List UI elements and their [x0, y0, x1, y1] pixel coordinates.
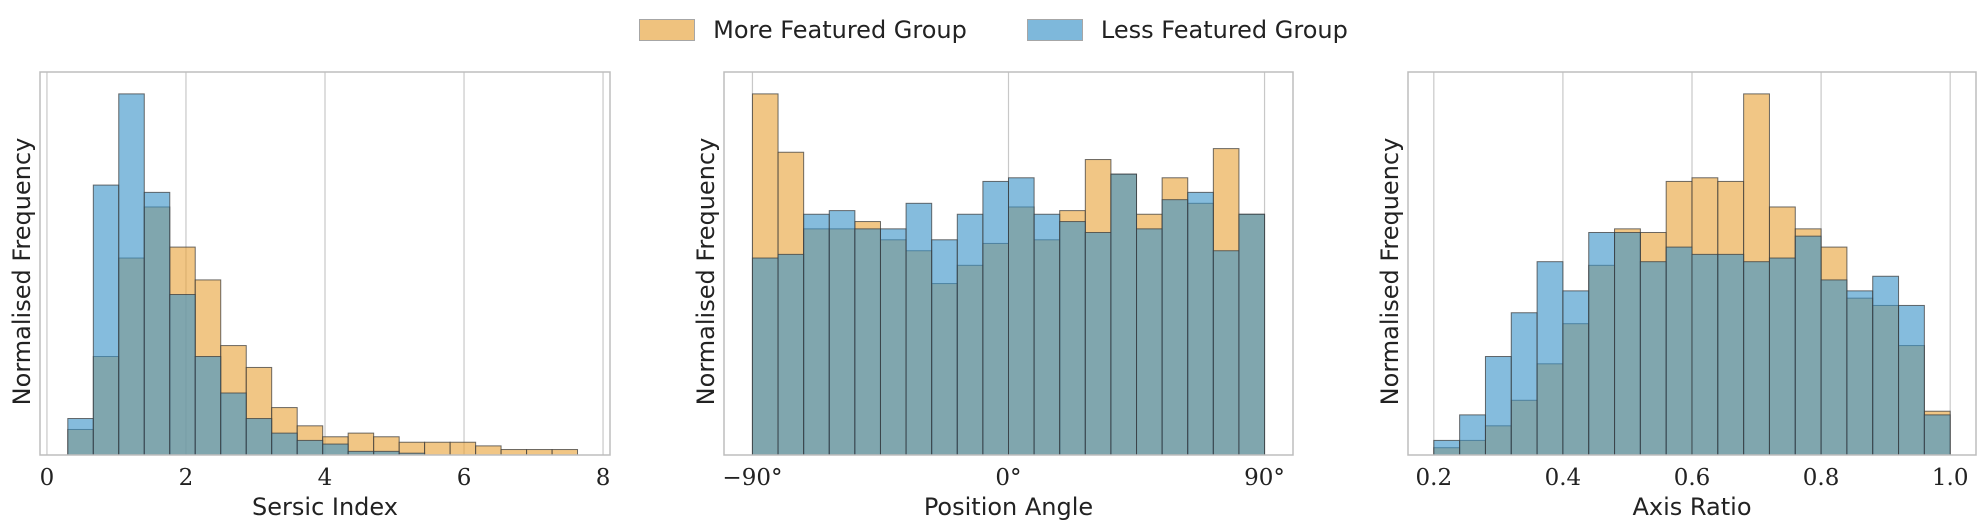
x-tick-label: 1.0: [1932, 465, 1969, 491]
x-tick-label: 6: [457, 465, 472, 491]
bar-less-featured: [879, 228, 907, 456]
x-tick-label: 0.6: [1674, 465, 1711, 491]
bar-less-featured: [1033, 213, 1061, 456]
bar-less-featured: [931, 239, 958, 456]
bar-less-featured: [1923, 414, 1951, 456]
bar-less-featured: [1212, 250, 1240, 456]
x-axis-label: Axis Ratio: [1632, 493, 1751, 521]
bar-less-featured: [1820, 279, 1848, 456]
y-axis-label: Normalised Frequency: [8, 138, 36, 406]
bar-more-featured: [449, 441, 477, 456]
bar-less-featured: [1059, 221, 1086, 456]
x-tick-label: −90°: [722, 465, 782, 491]
bar-less-featured: [905, 202, 933, 456]
bar-less-featured: [1433, 439, 1461, 456]
chart-panel-3: 0.2 0.4 0.6 0.8 1.0 Axis Ratio Normalised Freq…: [1376, 71, 1977, 521]
x-tick-label: 0.2: [1416, 465, 1453, 491]
bar-less-featured: [1768, 257, 1796, 456]
x-tick-label: 0: [40, 465, 55, 491]
bar-less-featured: [118, 93, 145, 456]
bar-less-featured: [1459, 414, 1486, 456]
bar-less-featured: [1639, 261, 1667, 456]
legend-item-less-featured: Less Featured Group: [1026, 16, 1348, 44]
bar-less-featured: [1717, 253, 1745, 456]
bar-less-featured: [1743, 261, 1770, 456]
bar-less-featured: [1562, 290, 1590, 456]
bar-less-featured: [1614, 231, 1641, 456]
axes-frame: [39, 71, 611, 456]
bar-less-featured: [1846, 290, 1874, 456]
bar-less-featured: [1872, 275, 1900, 456]
x-tick-label: 4: [318, 465, 333, 491]
bar-more-featured: [475, 445, 502, 456]
legend-item-more-featured: More Featured Group: [639, 16, 967, 44]
bar-less-featured: [803, 213, 830, 456]
legend-swatch-more-featured: [639, 19, 696, 41]
bar-less-featured: [1536, 261, 1564, 456]
bar-less-featured: [1484, 356, 1512, 456]
bar-less-featured: [92, 184, 120, 456]
bar-less-featured: [1794, 235, 1822, 456]
bar-less-featured: [245, 418, 273, 456]
legend: More Featured Group Less Featured Group: [0, 10, 1987, 50]
x-tick-label: 2: [179, 465, 194, 491]
bar-more-featured: [526, 449, 553, 456]
axes-frame: [723, 71, 1294, 456]
bar-less-featured: [1008, 177, 1035, 456]
bar-less-featured: [1588, 231, 1616, 456]
x-tick-label: 0.4: [1545, 465, 1582, 491]
bar-less-featured: [1665, 246, 1693, 456]
bar-less-featured: [169, 294, 196, 456]
bar-less-featured: [1084, 231, 1112, 456]
bar-more-featured: [500, 449, 528, 456]
x-tick-label: 90°: [1244, 465, 1285, 491]
bar-less-featured: [1238, 213, 1266, 456]
bar-less-featured: [854, 228, 881, 456]
y-axis-label: Normalised Frequency: [692, 138, 720, 406]
bar-less-featured: [1136, 228, 1163, 456]
legend-swatch-less-featured: [1026, 19, 1083, 41]
legend-label-more-featured: More Featured Group: [713, 16, 967, 44]
bar-more-featured: [424, 441, 451, 456]
bar-less-featured: [296, 439, 324, 456]
bar-less-featured: [194, 356, 222, 456]
bar-less-featured: [1898, 304, 1925, 456]
axes-frame: [1407, 71, 1977, 456]
bar-less-featured: [1691, 253, 1719, 456]
bar-less-featured: [143, 191, 171, 456]
bar-less-featured: [777, 253, 805, 456]
chart-panel-1: 0 2 4 6 8 Sersic Index Normalised Frequency: [8, 71, 611, 521]
bar-less-featured: [956, 213, 984, 456]
bar-less-featured: [982, 180, 1010, 456]
legend-label-less-featured: Less Featured Group: [1100, 16, 1348, 44]
x-tick-label: 0.8: [1803, 465, 1840, 491]
x-axis-label: Sersic Index: [252, 493, 398, 521]
x-tick-label: 8: [596, 465, 611, 491]
bar-less-featured: [271, 432, 298, 456]
y-axis-label: Normalised Frequency: [1376, 138, 1404, 406]
bar-less-featured: [220, 392, 247, 456]
bar-less-featured: [751, 257, 779, 456]
bar-less-featured: [1187, 191, 1214, 456]
x-axis-label: Position Angle: [924, 493, 1093, 521]
x-tick-label: 0°: [995, 465, 1021, 491]
bar-less-featured: [1161, 199, 1189, 456]
bar-less-featured: [1110, 173, 1138, 456]
bar-less-featured: [828, 210, 856, 456]
bar-less-featured: [67, 418, 94, 456]
bar-less-featured: [1510, 312, 1538, 456]
bar-less-featured: [322, 443, 349, 456]
bar-more-featured: [551, 449, 579, 456]
chart-panel-2: −90° 0° 90° Position Angle Normalised Freque…: [692, 71, 1294, 521]
